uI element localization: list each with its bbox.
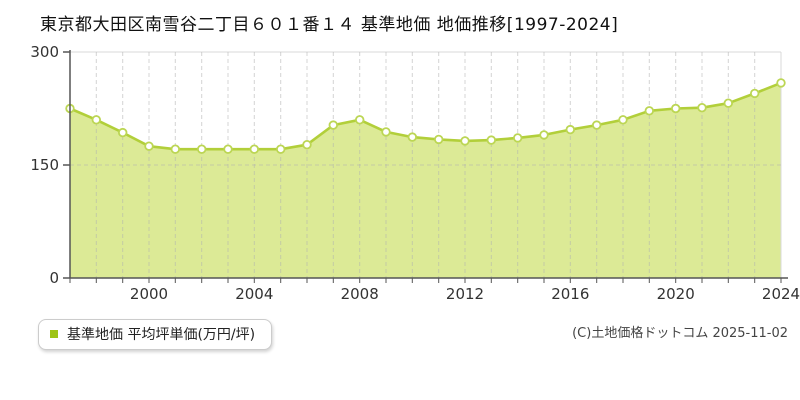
svg-text:2012: 2012 [446,285,484,303]
page-title: 東京都大田区南雪谷二丁目６０１番１４ 基準地価 地価推移[1997-2024] [40,15,619,35]
svg-text:2020: 2020 [657,285,695,303]
legend-label: 基準地価 平均坪単価(万円/坪) [67,327,256,343]
legend: 基準地価 平均坪単価(万円/坪) [38,319,273,350]
svg-text:2016: 2016 [551,285,589,303]
svg-text:2008: 2008 [341,285,379,303]
svg-text:2024: 2024 [762,285,800,303]
svg-text:2000: 2000 [130,285,168,303]
copyright: (C)土地価格ドットコム 2025-11-02 [572,326,788,341]
svg-text:150: 150 [30,156,59,174]
price-trend-chart: 0 150 300 2000 2004 2008 2012 2016 2020 2024 [30,43,800,303]
svg-text:2004: 2004 [235,285,273,303]
svg-text:300: 300 [30,43,59,61]
svg-text:0: 0 [49,269,59,287]
legend-marker-icon [50,330,58,338]
